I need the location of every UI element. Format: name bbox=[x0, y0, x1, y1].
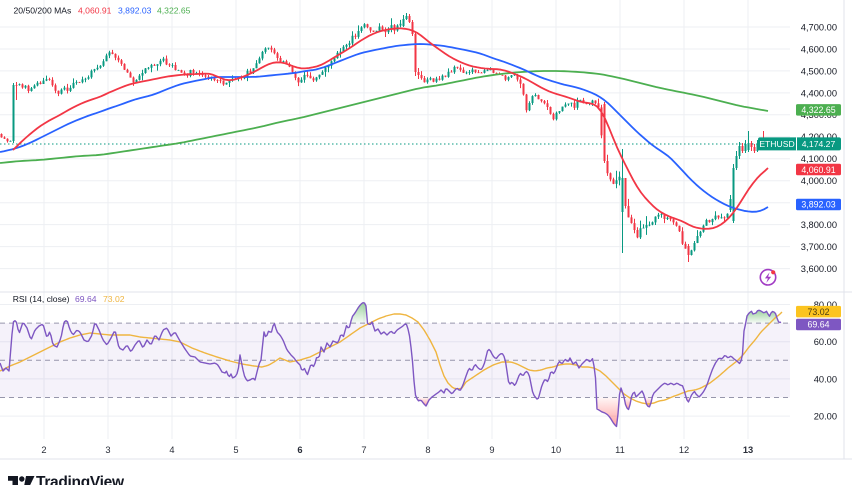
svg-text:80.00: 80.00 bbox=[814, 300, 837, 310]
svg-text:40.00: 40.00 bbox=[814, 374, 837, 384]
svg-text:4,322.65: 4,322.65 bbox=[157, 6, 191, 16]
svg-text:4,322.65: 4,322.65 bbox=[801, 105, 835, 115]
svg-text:4,174.27: 4,174.27 bbox=[802, 139, 836, 149]
svg-text:69.64: 69.64 bbox=[807, 320, 829, 330]
svg-text:3,892.03: 3,892.03 bbox=[118, 6, 152, 16]
svg-text:2: 2 bbox=[41, 445, 46, 455]
svg-text:7: 7 bbox=[361, 445, 366, 455]
svg-text:4,100.00: 4,100.00 bbox=[801, 154, 837, 164]
svg-text:RSI (14, close): RSI (14, close) bbox=[13, 294, 70, 304]
svg-text:3,800.00: 3,800.00 bbox=[801, 220, 837, 230]
svg-text:3: 3 bbox=[105, 445, 110, 455]
svg-text:4,060.91: 4,060.91 bbox=[801, 165, 835, 175]
svg-text:69.64: 69.64 bbox=[75, 294, 97, 304]
svg-text:10: 10 bbox=[551, 445, 561, 455]
svg-text:4: 4 bbox=[169, 445, 174, 455]
svg-text:60.00: 60.00 bbox=[814, 337, 837, 347]
svg-text:5: 5 bbox=[233, 445, 238, 455]
svg-text:4,600.00: 4,600.00 bbox=[801, 44, 837, 54]
svg-text:TradingView: TradingView bbox=[36, 474, 125, 485]
svg-text:73.02: 73.02 bbox=[103, 294, 125, 304]
svg-text:ETHUSD: ETHUSD bbox=[759, 139, 794, 149]
svg-text:13: 13 bbox=[743, 445, 753, 455]
svg-text:20/50/200 MAs: 20/50/200 MAs bbox=[14, 6, 72, 16]
svg-text:4,000.00: 4,000.00 bbox=[801, 176, 837, 186]
svg-text:73.02: 73.02 bbox=[807, 307, 829, 317]
svg-text:8: 8 bbox=[425, 445, 430, 455]
svg-text:6: 6 bbox=[297, 445, 302, 455]
svg-text:20.00: 20.00 bbox=[814, 412, 837, 422]
svg-text:9: 9 bbox=[489, 445, 494, 455]
svg-text:3,700.00: 3,700.00 bbox=[801, 242, 837, 252]
svg-text:4,400.00: 4,400.00 bbox=[801, 88, 837, 98]
svg-text:4,700.00: 4,700.00 bbox=[801, 22, 837, 32]
svg-text:4,500.00: 4,500.00 bbox=[801, 66, 837, 76]
svg-text:3,600.00: 3,600.00 bbox=[801, 264, 837, 274]
svg-text:4,060.91: 4,060.91 bbox=[78, 6, 112, 16]
svg-text:3,892.03: 3,892.03 bbox=[801, 200, 835, 210]
svg-text:4,200.00: 4,200.00 bbox=[801, 132, 837, 142]
svg-text:12: 12 bbox=[679, 445, 689, 455]
svg-text:11: 11 bbox=[615, 445, 625, 455]
